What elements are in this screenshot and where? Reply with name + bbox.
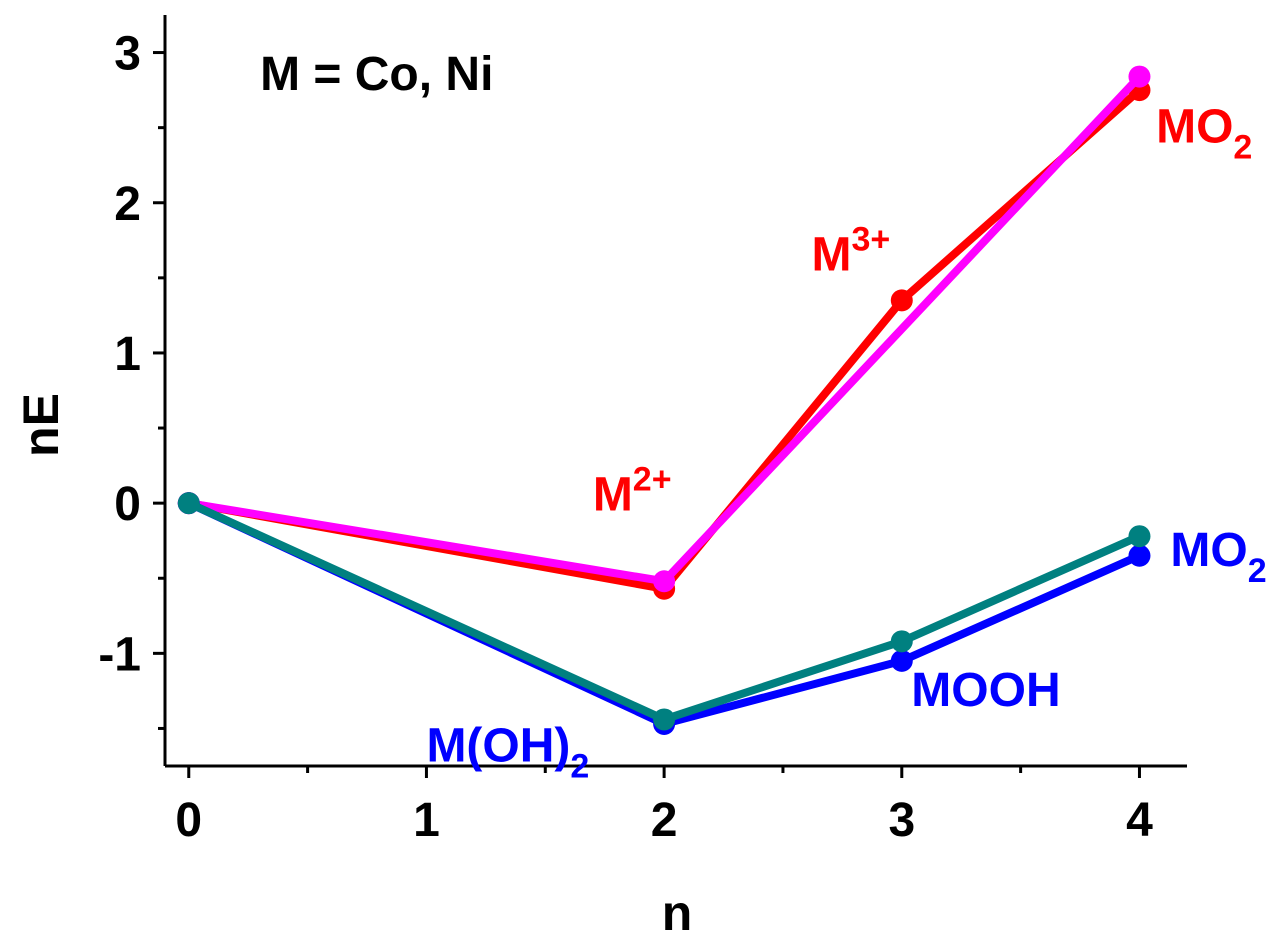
x-tick-label: 1 xyxy=(413,794,440,847)
axes: 0 1 2 3 4 -1 0 1 2 3 xyxy=(98,15,1187,847)
x-tick-label: 0 xyxy=(175,794,202,847)
series-2-point xyxy=(890,649,913,672)
x-tick-label: 3 xyxy=(888,794,915,847)
y-tick-label: 0 xyxy=(114,478,141,531)
annotation-label: MO2 xyxy=(1156,101,1252,167)
annotation-label: M3+ xyxy=(811,220,890,281)
series-1-point xyxy=(653,570,676,593)
series-1-line xyxy=(184,72,1144,586)
series-3-line xyxy=(184,499,1144,724)
annotation-label: M(OH)2 xyxy=(426,719,589,785)
series-2-point xyxy=(1128,544,1151,567)
annotations-group: M = Co, Ni M2+ M3+ MO2 MO2 MOOH M(OH)2 xyxy=(260,48,1267,785)
y-tick-label: 2 xyxy=(114,178,141,231)
series-group xyxy=(177,65,1151,735)
series-3-point xyxy=(1128,525,1151,548)
series-0-point xyxy=(890,289,913,312)
series-3-point xyxy=(890,630,913,653)
y-tick-label: 1 xyxy=(114,328,141,381)
x-tick-label: 4 xyxy=(1126,794,1153,847)
annotation-label: MO2 xyxy=(1170,524,1266,590)
series-1-point xyxy=(1128,65,1151,88)
y-tick-label: 3 xyxy=(114,28,141,81)
x-tick-label: 2 xyxy=(651,794,678,847)
x-axis-title: n xyxy=(662,885,693,939)
series-0-line xyxy=(184,86,1144,593)
y-axis-title: nE xyxy=(13,393,69,457)
series-3-point xyxy=(653,708,676,731)
series-3-point xyxy=(177,492,200,515)
annotation-label: MOOH xyxy=(911,664,1060,717)
y-tick-label: -1 xyxy=(98,628,141,681)
annotation-label: M = Co, Ni xyxy=(260,48,493,101)
annotation-label: M2+ xyxy=(593,461,672,522)
